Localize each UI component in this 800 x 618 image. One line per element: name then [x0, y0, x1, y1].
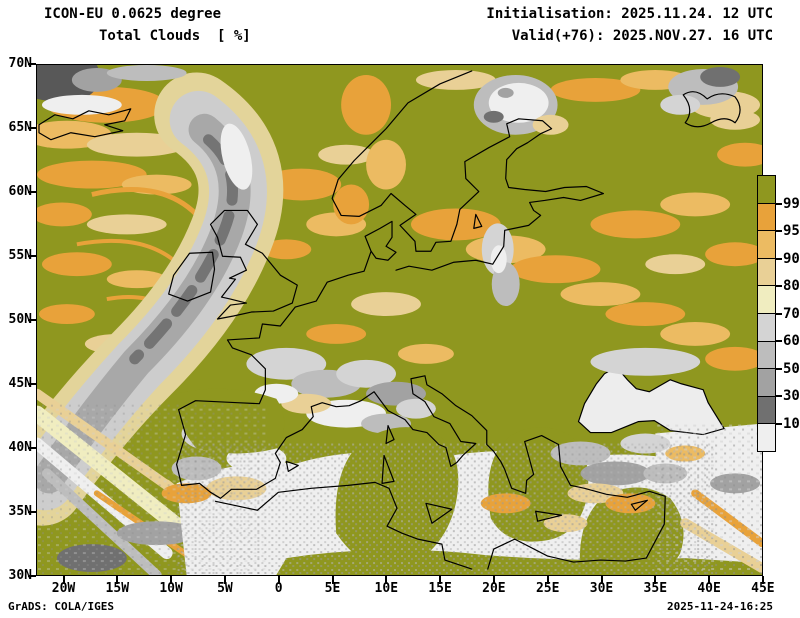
legend-tick-mark — [776, 340, 782, 342]
lat-tick-mark — [28, 575, 36, 577]
lat-tick-label: 30N — [8, 568, 32, 583]
lat-tick-label: 50N — [8, 312, 32, 327]
lon-tick-mark — [62, 576, 65, 584]
legend-tick-mark — [776, 422, 782, 425]
lon-tick-mark — [116, 576, 119, 584]
lon-tick-label: 10W — [159, 581, 183, 596]
legend-tick-label: 99.5 — [783, 195, 800, 212]
lat-tick-mark — [28, 511, 36, 513]
lon-tick-mark — [331, 576, 334, 584]
lon-tick-label: 10E — [374, 581, 399, 596]
legend-color-band — [758, 368, 775, 396]
total-clouds-map — [37, 65, 762, 575]
legend-color-band — [758, 285, 775, 313]
lon-tick-label: 20W — [51, 581, 76, 596]
lon-tick-mark — [654, 576, 657, 584]
lon-tick-mark — [761, 576, 764, 584]
lat-tick-label: 60N — [8, 184, 32, 199]
lat-tick-label: 55N — [8, 248, 32, 263]
lon-tick-mark — [492, 576, 495, 584]
lat-tick-mark — [28, 255, 36, 257]
legend-tick-label: 50 — [783, 360, 800, 377]
lon-tick-label: 15W — [105, 581, 130, 596]
legend-tick-label: 10 — [783, 415, 800, 432]
lon-tick-label: 35E — [643, 581, 668, 596]
initialisation-time: Initialisation: 2025.11.24. 12 UTC — [486, 6, 773, 22]
legend-color-band — [758, 230, 775, 258]
map-frame — [36, 64, 763, 576]
legend-color-band — [758, 202, 775, 231]
lon-tick-mark — [546, 576, 549, 584]
legend-color-band — [758, 395, 775, 424]
lat-tick-mark — [28, 191, 36, 193]
cloud-gray-north-blacksea — [590, 347, 701, 376]
lat-tick-label: 35N — [8, 504, 32, 519]
legend-tick-label: 70 — [783, 305, 800, 322]
lon-tick-label: 15E — [428, 581, 452, 596]
lat-tick-label: 65N — [8, 120, 32, 135]
lon-tick-label: 40E — [697, 581, 721, 596]
generator-credit: GrADS: COLA/IGES — [8, 600, 114, 613]
lon-tick-label: 25E — [535, 581, 560, 596]
lat-tick-label: 40N — [8, 440, 32, 455]
valid-time: Valid(+76): 2025.NOV.27. 16 UTC — [511, 28, 773, 44]
legend-tick-label: 80 — [783, 278, 800, 294]
speckle-texture-mideast — [655, 423, 762, 575]
lat-tick-mark — [28, 447, 36, 449]
legend-tick-label: 60 — [783, 333, 800, 349]
legend-tick-mark — [776, 395, 782, 397]
lon-tick-label: 5W — [217, 581, 233, 596]
lon-tick-mark — [277, 576, 280, 584]
variable-title: Total Clouds [ %] — [99, 28, 251, 44]
lon-tick-mark — [439, 576, 442, 584]
legend-color-band — [758, 423, 775, 451]
lon-tick-mark — [600, 576, 603, 584]
legend-tick-label: 95 — [783, 223, 800, 239]
cloud-front-white-head — [220, 123, 253, 190]
lat-tick-mark — [28, 63, 36, 65]
legend-tick-mark — [776, 230, 782, 232]
legend-tick-label: 30 — [783, 388, 800, 404]
lon-tick-mark — [708, 576, 711, 584]
lon-tick-label: 5E — [324, 581, 341, 596]
legend-tick-label: 90 — [783, 250, 800, 267]
lon-tick-label: 30E — [589, 581, 614, 596]
lat-tick-label: 70N — [8, 56, 32, 71]
legend-tick-mark — [776, 202, 782, 205]
legend-color-band — [758, 340, 775, 369]
legend-tick-mark — [776, 257, 782, 260]
lon-tick-mark — [170, 576, 173, 584]
lat-tick-mark — [28, 127, 36, 129]
lon-tick-mark — [223, 576, 226, 584]
legend-color-band — [758, 312, 775, 341]
legend-color-band — [758, 257, 775, 286]
cloud-patch-ne — [660, 66, 761, 130]
legend-tick-mark — [776, 312, 782, 315]
model-title: ICON-EU 0.0625 degree — [44, 6, 222, 22]
lon-tick-label: 45E — [751, 581, 775, 596]
lon-tick-label: 0 — [274, 581, 283, 596]
speckle-texture-sw — [37, 403, 267, 575]
cloud-dark-corner — [37, 65, 187, 115]
creation-timestamp: 2025-11-24-16:25 — [667, 600, 773, 613]
lon-tick-label: 20E — [482, 581, 506, 596]
legend-color-band — [758, 176, 775, 203]
legend-tick-mark — [776, 285, 782, 287]
legend-tick-mark — [776, 367, 782, 370]
lat-tick-mark — [28, 383, 36, 385]
cloud-patch-baltic — [481, 223, 520, 307]
coastlines — [38, 70, 741, 570]
lat-tick-label: 45N — [8, 376, 32, 391]
lon-tick-mark — [385, 576, 388, 584]
legend-colorbar — [757, 175, 776, 452]
lat-tick-mark — [28, 319, 36, 321]
